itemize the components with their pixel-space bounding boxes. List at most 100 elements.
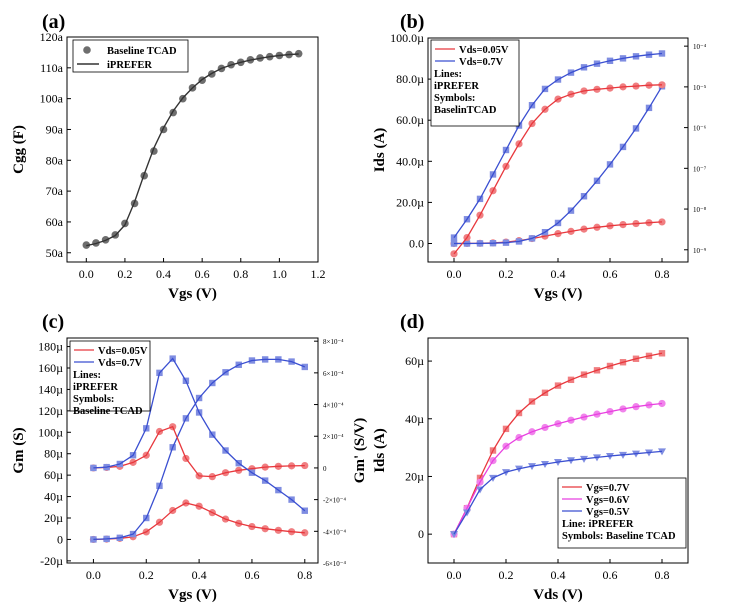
x-tick-label: 1.0 xyxy=(272,267,287,281)
y2-tick-label: -2×10⁻⁴ xyxy=(323,497,346,505)
legend-box xyxy=(69,340,151,412)
series-line xyxy=(86,53,299,247)
y-tick-label: 40µ xyxy=(44,490,63,504)
y-tick-label: 140µ xyxy=(38,382,63,396)
data-point xyxy=(658,350,666,357)
y-tick-label: 100a xyxy=(40,92,64,106)
x-tick-label: 0.0 xyxy=(447,568,462,582)
y-tick-label: 160µ xyxy=(38,361,63,375)
y2-tick-label: -6×10⁻⁴ xyxy=(323,560,346,568)
y2-tick-label: 2×10⁻⁴ xyxy=(323,433,344,441)
series-line xyxy=(93,357,306,512)
series-line xyxy=(454,85,663,245)
series-line xyxy=(453,450,663,535)
legend-note: Symbols: Baseline TCAD xyxy=(562,531,676,542)
series-line xyxy=(93,425,305,478)
y-tick-label: 40.0µ xyxy=(396,154,424,168)
x-tick-label: 0.6 xyxy=(603,267,618,281)
y-tick-label: 0 xyxy=(418,527,424,541)
series-line xyxy=(453,402,663,535)
panel-label: (c) xyxy=(42,311,64,333)
series-0 xyxy=(450,350,666,538)
x-axis-label: Vgs (V) xyxy=(168,587,217,603)
legend-label: Vgs=0.7V xyxy=(586,483,630,494)
y2-tick-label: 10⁻⁵ xyxy=(693,84,707,92)
y2-tick-label: 8×10⁻⁴ xyxy=(323,338,344,346)
x-tick-label: 0.0 xyxy=(79,267,94,281)
y-tick-label: -20µ xyxy=(40,554,63,568)
x-tick-label: 0.4 xyxy=(192,568,207,582)
y-tick-label: 0.0 xyxy=(409,237,424,251)
y-tick-label: 80µ xyxy=(44,447,63,461)
plot-frame xyxy=(66,337,319,564)
legend-note: BaselinTCAD xyxy=(434,105,497,116)
y2-tick-label: 10⁻⁹ xyxy=(693,247,707,255)
y2-tick-label: 10⁻⁷ xyxy=(693,165,707,173)
x-tick-label: 0.2 xyxy=(499,267,514,281)
y-tick-label: 80a xyxy=(46,153,64,167)
y2-tick-label: -4×10⁻⁴ xyxy=(323,528,346,536)
legend-label: Vds=0.7V xyxy=(459,57,504,68)
y2-axis-label: Gm' (S/V) xyxy=(352,418,368,483)
y-tick-label: 20.0µ xyxy=(396,195,424,209)
panel-d-ids-vs-vds: (d) 0.0 0.2 0.4 0.6 0.8 0 20µ 40µ 60µ Vds (V) Ids (… xyxy=(372,311,689,603)
legend-label: Vgs=0.5V xyxy=(586,507,630,518)
x-tick-label: 1.2 xyxy=(311,267,326,281)
legend-note: Baseline TCAD xyxy=(73,406,143,417)
y-tick-label: 60µ xyxy=(405,354,424,368)
series-0 xyxy=(82,49,303,249)
y-tick-label: 20µ xyxy=(44,511,63,525)
legend-label: Baseline TCAD xyxy=(107,46,177,57)
y-axis-label: Ids (A) xyxy=(372,428,388,473)
y-axis-label: Cgg (F) xyxy=(11,125,27,174)
x-tick-label: 0.8 xyxy=(297,568,312,582)
legend-marker xyxy=(83,46,91,54)
data-point xyxy=(658,399,666,408)
legend-note: Lines: xyxy=(73,370,101,381)
y2-tick-label: 10⁻⁴ xyxy=(693,43,707,51)
legend-note: iPREFER xyxy=(434,81,479,92)
y-tick-label: 70a xyxy=(46,184,64,198)
y2-tick-label: 10⁻⁸ xyxy=(693,206,707,214)
series-1 xyxy=(450,83,666,247)
x-tick-label: 0.2 xyxy=(499,568,514,582)
legend-label: Vds=0.05V xyxy=(98,346,148,357)
x-tick-label: 0.0 xyxy=(86,568,101,582)
y2-tick-label: 6×10⁻⁴ xyxy=(323,370,344,378)
data-point xyxy=(658,50,666,57)
legend-note: Symbols: xyxy=(434,93,475,104)
series-3 xyxy=(90,355,308,514)
legend: Baseline TCAD iPREFER xyxy=(72,39,189,73)
series-line xyxy=(453,84,663,255)
y-tick-label: 0 xyxy=(57,532,63,546)
legend-note: Lines: xyxy=(434,69,462,80)
plot-frame xyxy=(66,36,319,263)
x-tick-label: 0.8 xyxy=(655,568,670,582)
y-tick-label: 120µ xyxy=(38,404,63,418)
y2-tick-label: 4×10⁻⁴ xyxy=(323,402,344,410)
x-tick-label: 0.8 xyxy=(655,267,670,281)
x-axis-label: Vds (V) xyxy=(533,587,583,603)
legend-note: Line: iPREFER xyxy=(562,519,634,530)
panel-label: (b) xyxy=(400,11,424,33)
panel-b-ids-vs-vgs: (b) 0.0 0.2 0.4 0.6 0.8 0.0 20.0µ 40.0µ 60.0µ 80.0… xyxy=(372,11,707,302)
y-tick-label: 60a xyxy=(46,215,64,229)
y-tick-label: 40µ xyxy=(405,412,424,426)
x-tick-label: 0.6 xyxy=(603,568,618,582)
series-1 xyxy=(86,53,299,247)
y-tick-label: 50a xyxy=(46,246,64,260)
data-point xyxy=(450,531,458,539)
y2-tick-label: 10⁻⁶ xyxy=(693,125,707,133)
x-tick-label: 0.2 xyxy=(117,267,132,281)
x-tick-label: 0.6 xyxy=(195,267,210,281)
y-axis-label: Gm (S) xyxy=(11,427,27,473)
y-tick-label: 120a xyxy=(40,30,64,44)
panel-label: (a) xyxy=(42,11,65,33)
series-2 xyxy=(450,81,666,258)
y-tick-label: 100.0µ xyxy=(390,31,424,45)
y-tick-label: 80.0µ xyxy=(396,72,424,86)
legend-label: Vgs=0.6V xyxy=(586,495,630,506)
y-axis-label: Ids (A) xyxy=(372,128,388,173)
series-line xyxy=(93,358,306,541)
x-tick-label: 0.2 xyxy=(139,568,154,582)
